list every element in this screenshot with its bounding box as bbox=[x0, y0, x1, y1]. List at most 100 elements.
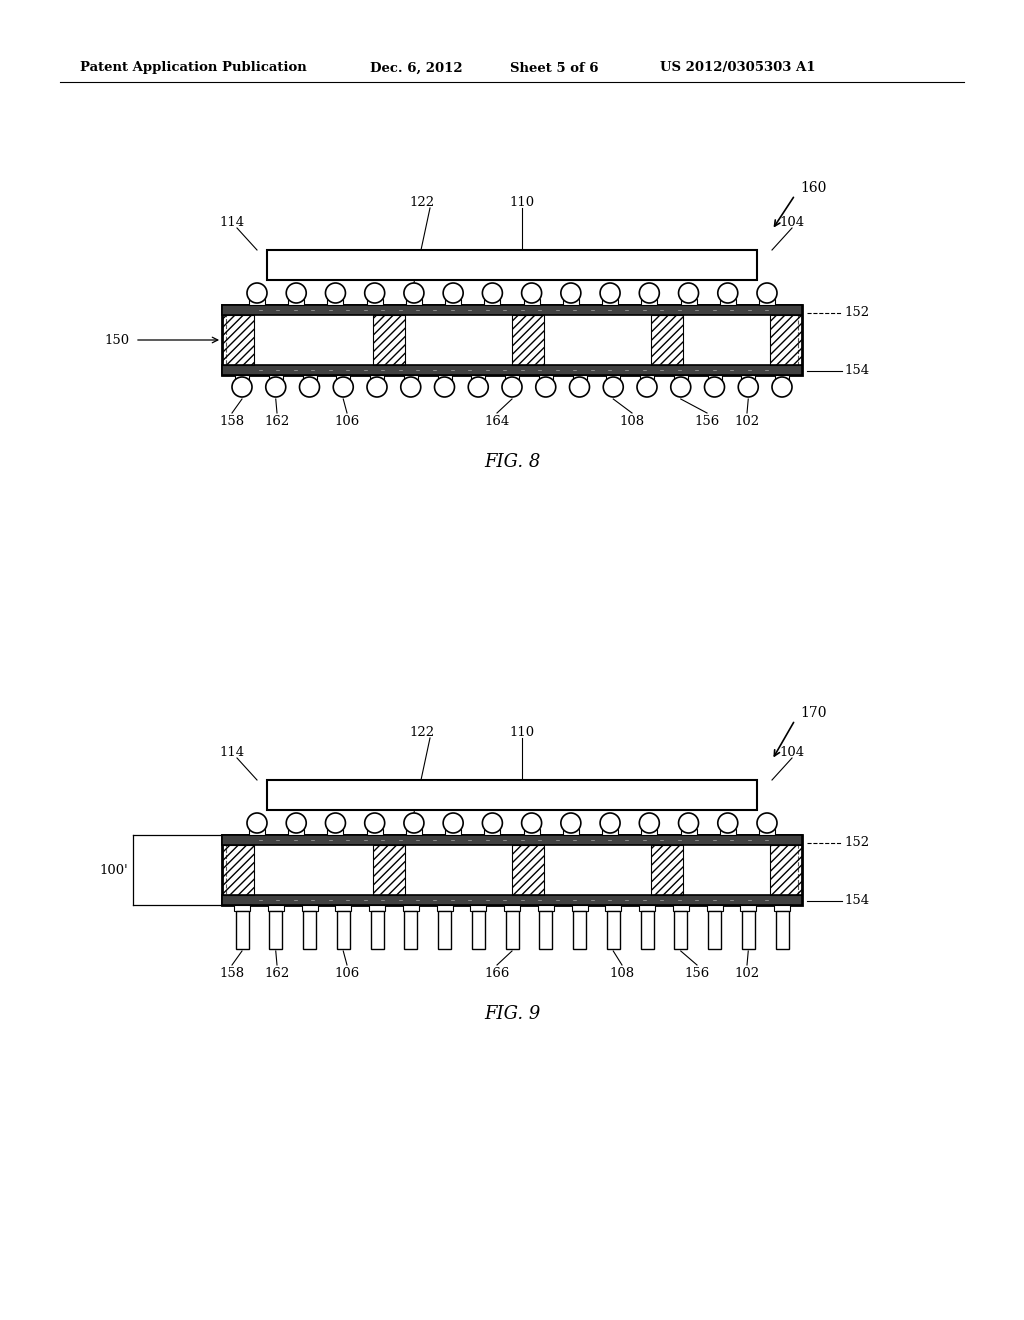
Bar bbox=[445, 300, 461, 305]
Bar bbox=[540, 911, 552, 949]
Text: 156: 156 bbox=[694, 414, 720, 428]
Bar bbox=[373, 845, 404, 895]
Bar bbox=[641, 829, 657, 836]
Bar bbox=[371, 911, 384, 949]
Circle shape bbox=[326, 813, 345, 833]
Bar bbox=[563, 829, 579, 836]
Bar bbox=[602, 300, 618, 305]
Circle shape bbox=[434, 378, 455, 397]
Circle shape bbox=[679, 282, 698, 304]
Text: Patent Application Publication: Patent Application Publication bbox=[80, 62, 307, 74]
Bar bbox=[538, 906, 554, 911]
Bar bbox=[445, 829, 461, 836]
Circle shape bbox=[679, 813, 698, 833]
Text: 152: 152 bbox=[844, 306, 869, 319]
Bar bbox=[328, 829, 343, 836]
Bar bbox=[741, 375, 756, 380]
Bar bbox=[222, 895, 802, 906]
Bar bbox=[681, 829, 696, 836]
Text: 104: 104 bbox=[779, 215, 805, 228]
Bar bbox=[641, 300, 657, 305]
Bar bbox=[506, 911, 518, 949]
Circle shape bbox=[757, 282, 777, 304]
Circle shape bbox=[266, 378, 286, 397]
Text: 102: 102 bbox=[734, 414, 760, 428]
Bar bbox=[720, 829, 736, 836]
Bar bbox=[674, 375, 688, 380]
Bar bbox=[505, 375, 519, 380]
Bar bbox=[336, 375, 350, 380]
Text: Sheet 5 of 6: Sheet 5 of 6 bbox=[510, 62, 598, 74]
Bar bbox=[222, 314, 254, 366]
Bar bbox=[512, 845, 544, 895]
Text: 122: 122 bbox=[410, 726, 434, 738]
Bar bbox=[539, 375, 553, 380]
Bar bbox=[640, 911, 653, 949]
Circle shape bbox=[639, 282, 659, 304]
Circle shape bbox=[333, 378, 353, 397]
Circle shape bbox=[757, 813, 777, 833]
Text: 106: 106 bbox=[335, 414, 359, 428]
Bar bbox=[775, 911, 788, 949]
Bar bbox=[367, 829, 383, 836]
Bar bbox=[337, 911, 350, 949]
Circle shape bbox=[247, 282, 267, 304]
Circle shape bbox=[326, 282, 345, 304]
Circle shape bbox=[443, 282, 463, 304]
Bar bbox=[607, 911, 620, 949]
Bar bbox=[370, 375, 384, 380]
Bar bbox=[759, 300, 775, 305]
Circle shape bbox=[561, 282, 581, 304]
Text: 154: 154 bbox=[844, 364, 869, 378]
Bar bbox=[504, 906, 520, 911]
Bar bbox=[708, 375, 722, 380]
Text: 170: 170 bbox=[800, 706, 826, 719]
Text: FIG. 8: FIG. 8 bbox=[483, 453, 541, 471]
Bar bbox=[681, 300, 696, 305]
Circle shape bbox=[365, 282, 385, 304]
Bar bbox=[438, 911, 451, 949]
Text: 100': 100' bbox=[99, 863, 128, 876]
Bar bbox=[572, 375, 587, 380]
Bar bbox=[288, 300, 304, 305]
Bar bbox=[651, 845, 683, 895]
Bar bbox=[222, 366, 802, 375]
Bar bbox=[269, 911, 283, 949]
Bar bbox=[573, 911, 586, 949]
Bar bbox=[512, 314, 544, 366]
Bar bbox=[770, 845, 802, 895]
Circle shape bbox=[403, 282, 424, 304]
Bar bbox=[301, 906, 317, 911]
Circle shape bbox=[637, 378, 657, 397]
Bar bbox=[367, 300, 383, 305]
Bar bbox=[673, 906, 689, 911]
Circle shape bbox=[521, 813, 542, 833]
Text: 156: 156 bbox=[684, 968, 710, 979]
Circle shape bbox=[639, 813, 659, 833]
Bar bbox=[651, 314, 683, 366]
Bar bbox=[267, 780, 757, 810]
Text: 122: 122 bbox=[410, 195, 434, 209]
Bar bbox=[774, 906, 790, 911]
Circle shape bbox=[400, 378, 421, 397]
Circle shape bbox=[247, 813, 267, 833]
Text: 158: 158 bbox=[219, 968, 245, 979]
Bar bbox=[249, 300, 265, 305]
Circle shape bbox=[287, 282, 306, 304]
Text: 158: 158 bbox=[219, 414, 245, 428]
Bar bbox=[402, 906, 419, 911]
Text: 162: 162 bbox=[264, 414, 290, 428]
Text: 104: 104 bbox=[779, 746, 805, 759]
Bar bbox=[436, 906, 453, 911]
Bar bbox=[226, 840, 798, 902]
Text: 150: 150 bbox=[104, 334, 130, 346]
Bar bbox=[563, 300, 579, 305]
Circle shape bbox=[365, 813, 385, 833]
Text: 154: 154 bbox=[844, 895, 869, 908]
Text: 152: 152 bbox=[844, 837, 869, 850]
Bar bbox=[406, 829, 422, 836]
Bar bbox=[606, 375, 621, 380]
Bar bbox=[740, 906, 757, 911]
Bar bbox=[369, 906, 385, 911]
Circle shape bbox=[482, 282, 503, 304]
